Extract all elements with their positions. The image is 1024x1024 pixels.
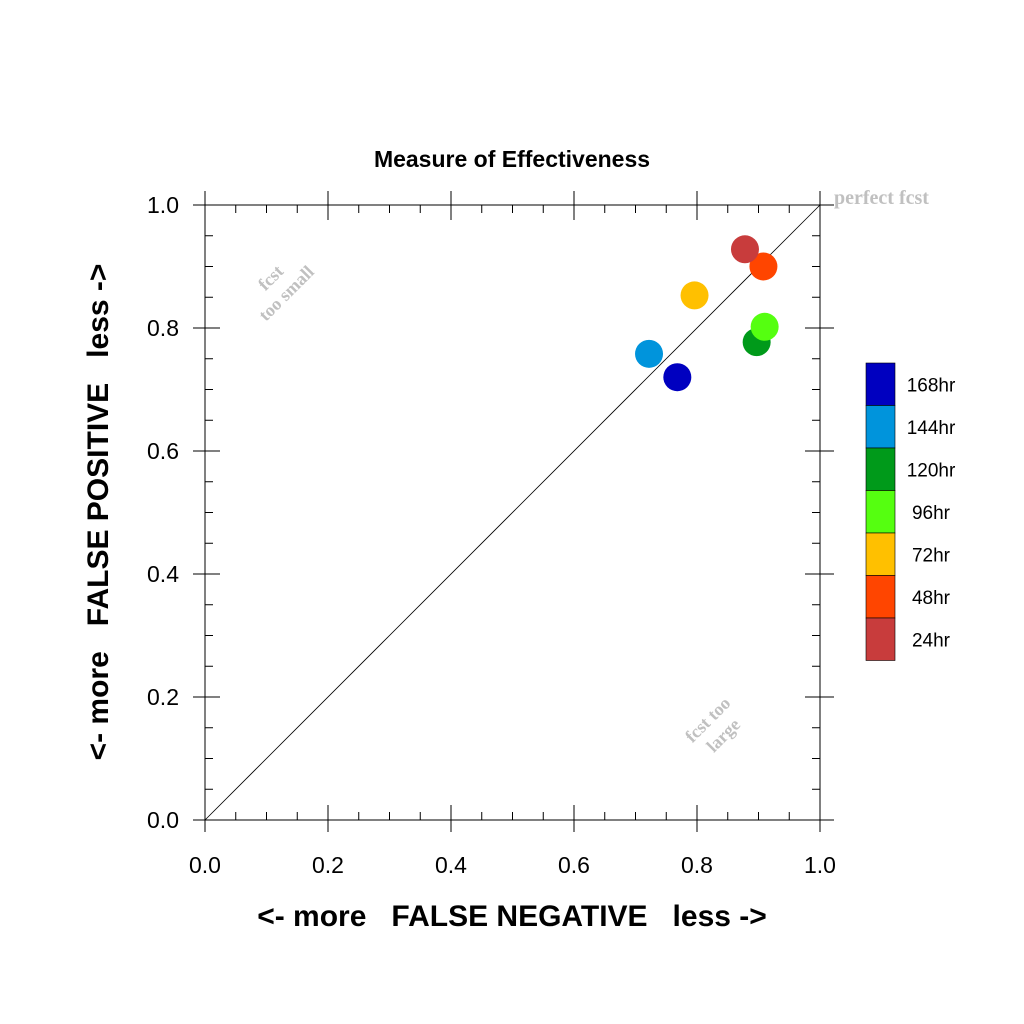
legend-swatch-144hr [865,405,896,449]
x-tick-label: 0.0 [189,852,221,878]
y-axis-label: <- more FALSE POSITIVE less -> [82,264,115,761]
legend-swatch-72hr [865,532,896,576]
x-tick-label: 0.4 [435,852,467,878]
point-48hr [749,252,778,281]
x-tick-label: 0.6 [558,852,590,878]
point-24hr [730,235,759,264]
y-tick-label: 0.6 [147,438,179,464]
perfect-forecast-line [204,204,821,821]
x-tick-label: 1.0 [804,852,836,878]
legend-label-96hr: 96hr [912,503,951,524]
legend-swatch-120hr [865,447,896,491]
forecast-too-large-note: fcst too large [681,693,744,756]
y-tick-label: 1.0 [147,192,179,218]
legend-label-168hr: 168hr [907,375,956,396]
legend-swatch-48hr [865,575,896,619]
chart-title: Measure of Effectiveness [374,146,650,172]
perfect-forecast-note: perfect fcst [834,187,929,209]
point-96hr [750,312,779,341]
legend-swatch-168hr [865,362,896,406]
legend-swatch-96hr [865,490,896,534]
x-tick-labels: 0.0 0.2 0.4 0.6 0.8 1.0 [189,852,836,878]
x-axis-label: <- more FALSE NEGATIVE less -> [257,900,767,933]
legend-swatch-24hr [865,617,896,661]
legend: 168hr 144hr 120hr 96hr 72hr 48hr 24hr [865,362,956,661]
legend-label-72hr: 72hr [912,545,951,566]
legend-label-48hr: 48hr [912,588,951,609]
point-72hr [680,281,709,310]
axis-ticks [193,191,834,832]
point-144hr [635,339,664,368]
x-tick-label: 0.8 [681,852,713,878]
point-168hr [663,363,692,392]
forecast-too-small-note: fcst too small [254,261,318,325]
y-tick-label: 0.8 [147,315,179,341]
legend-label-24hr: 24hr [912,630,951,651]
legend-label-120hr: 120hr [907,460,956,481]
y-tick-labels: 0.0 0.2 0.4 0.6 0.8 1.0 [147,192,179,833]
y-tick-label: 0.0 [147,807,179,833]
y-tick-label: 0.2 [147,684,179,710]
x-tick-label: 0.2 [312,852,344,878]
legend-label-144hr: 144hr [907,418,956,439]
y-tick-label: 0.4 [147,561,179,587]
data-points [635,235,779,392]
